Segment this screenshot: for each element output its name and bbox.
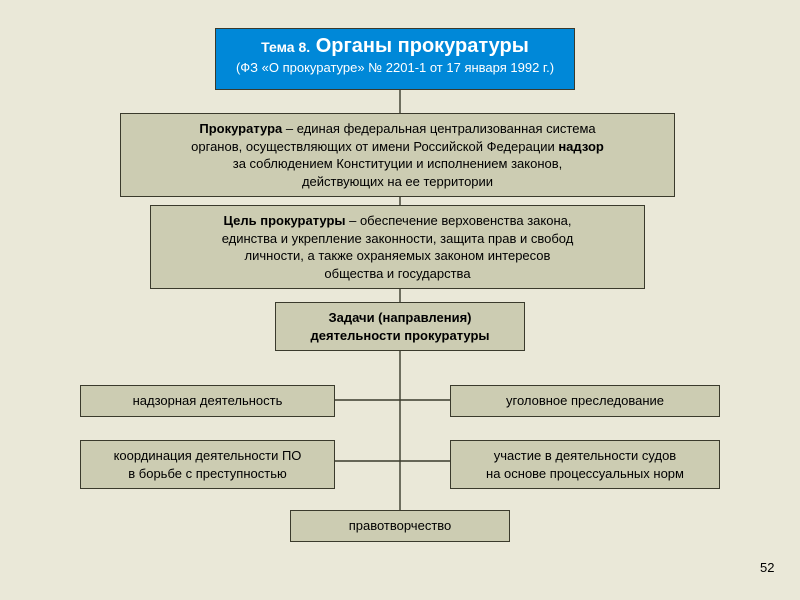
branch-coordination: координация деятельности ПО в борьбе с п… — [80, 440, 335, 489]
definition-l2b: надзор — [558, 139, 604, 154]
branch-lawmaking: правотворчество — [290, 510, 510, 542]
header-box: Тема 8. Органы прокуратуры (ФЗ «О прокур… — [215, 28, 575, 90]
branch-prosecution: уголовное преследование — [450, 385, 720, 417]
goal-l1: – обеспечение верховенства закона, — [346, 213, 572, 228]
goal-l4: общества и государства — [161, 265, 634, 283]
goal-l3: личности, а также охраняемых законом инт… — [161, 247, 634, 265]
definition-l4: действующих на ее территории — [131, 173, 664, 191]
tasks-box: Задачи (направления) деятельности прокур… — [275, 302, 525, 351]
goal-box: Цель прокуратуры – обеспечение верховенс… — [150, 205, 645, 289]
branch-supervision: надзорная деятельность — [80, 385, 335, 417]
b3-l1: координация деятельности ПО — [91, 447, 324, 465]
page-number: 52 — [760, 560, 774, 575]
definition-l3: за соблюдением Конституции и исполнением… — [131, 155, 664, 173]
header-topic: Тема 8. — [261, 39, 310, 55]
b1-text: надзорная деятельность — [133, 393, 283, 408]
goal-term: Цель прокуратуры — [223, 213, 345, 228]
branch-courts: участие в деятельности судов на основе п… — [450, 440, 720, 489]
goal-l2: единства и укрепление законности, защита… — [161, 230, 634, 248]
b3-l2: в борьбе с преступностью — [91, 465, 324, 483]
definition-box: Прокуратура – единая федеральная централ… — [120, 113, 675, 197]
definition-l1: – единая федеральная централизованная си… — [282, 121, 595, 136]
b4-l2: на основе процессуальных норм — [461, 465, 709, 483]
tasks-l2: деятельности прокуратуры — [286, 327, 514, 345]
header-subtitle: (ФЗ «О прокуратуре» № 2201-1 от 17 январ… — [230, 60, 560, 75]
definition-l2a: органов, осуществляющих от имени Российс… — [191, 139, 558, 154]
header-title: Органы прокуратуры — [316, 35, 529, 57]
b5-text: правотворчество — [349, 518, 452, 533]
b4-l1: участие в деятельности судов — [461, 447, 709, 465]
b2-text: уголовное преследование — [506, 393, 664, 408]
definition-term: Прокуратура — [199, 121, 282, 136]
tasks-l1: Задачи (направления) — [286, 309, 514, 327]
